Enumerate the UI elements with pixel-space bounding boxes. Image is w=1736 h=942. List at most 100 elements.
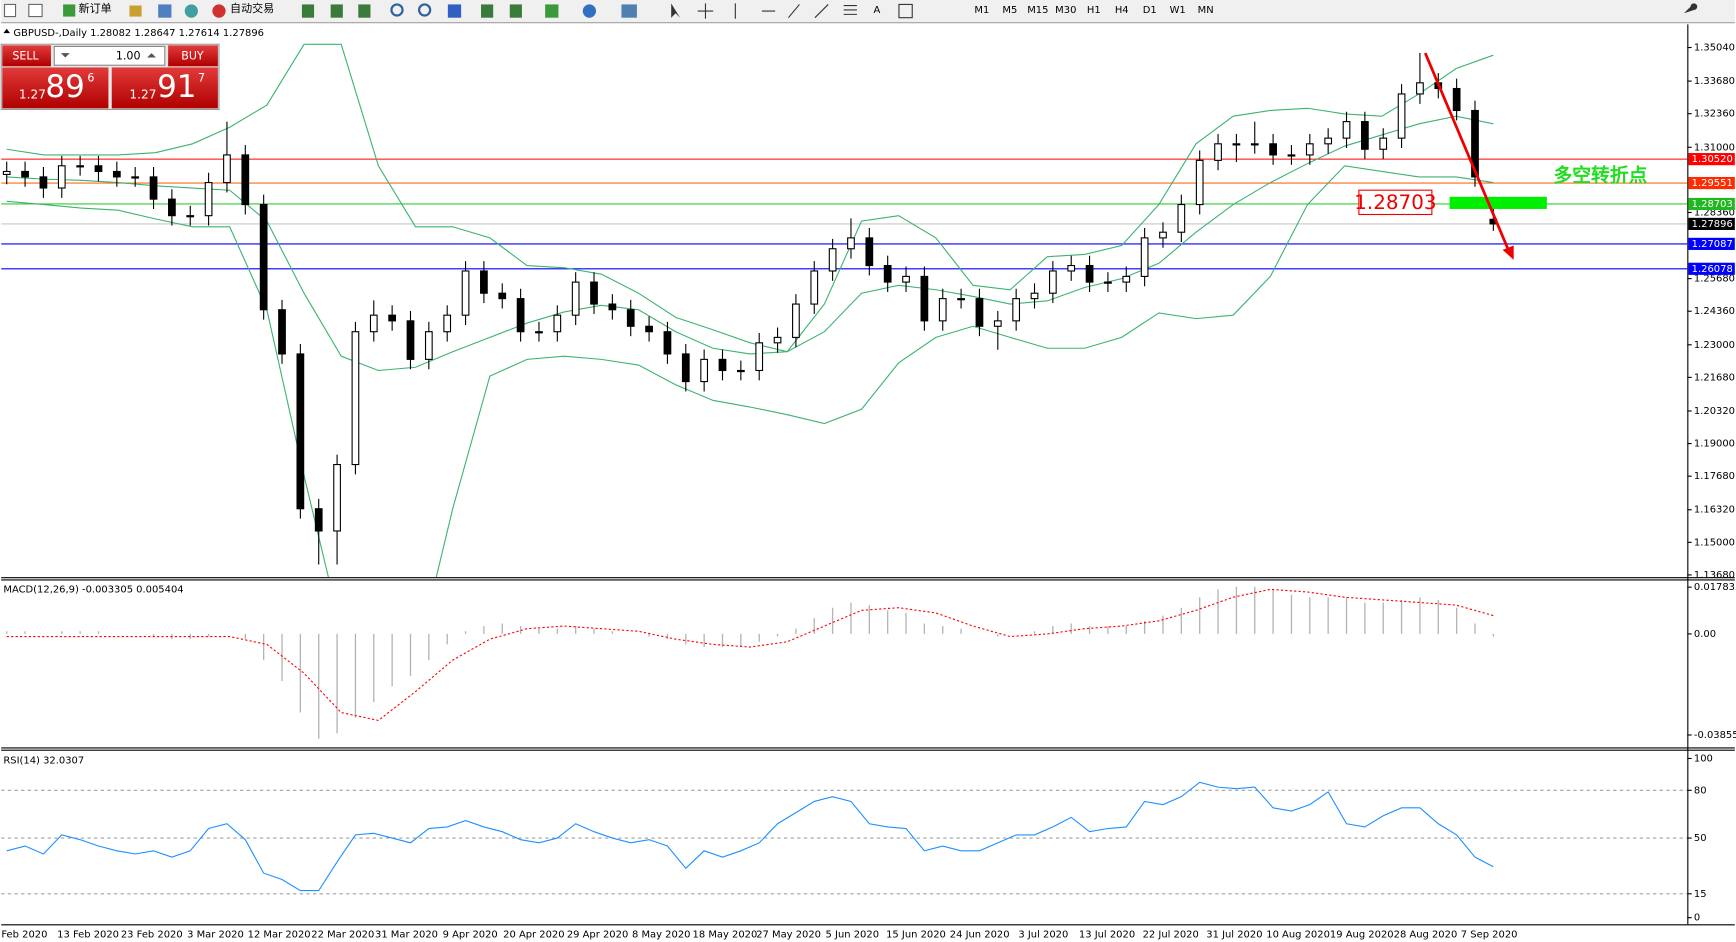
x-tick-label: 9 Apr 2020 [443,929,498,940]
candle-body [314,508,323,532]
candle-body [351,331,360,466]
timeframe-button[interactable]: M30 [1055,5,1076,16]
lot-value[interactable]: 1.00 [116,49,141,62]
candle-body [792,303,800,338]
candle-body [112,170,121,178]
candle-body [975,298,984,327]
candle-body [938,298,947,322]
candle-body [1287,154,1296,157]
y-tick-label: 1.21680 [1694,372,1735,383]
candle-body [296,353,305,510]
y-tick-label: 1.13680 [1694,570,1735,581]
price-level-tag [1688,262,1735,275]
price-level-tag [1688,153,1735,166]
candle-body [773,336,782,344]
text-tool[interactable]: A [874,5,881,16]
auto-trading-button[interactable]: 自动交易 [230,1,274,15]
y-tick-label: 1.35040 [1694,43,1735,54]
price-level-label: 1.27896 [1692,219,1733,230]
timeframe-bar: M1 M5 M15 M30 H1 H4 D1 W1 MN [974,5,1213,16]
x-tick-label: 23 Feb 2020 [121,929,183,940]
buy-label[interactable]: BUY [181,49,204,62]
timeframe-button[interactable]: W1 [1170,5,1186,16]
x-tick-label: Feb 2020 [1,929,47,940]
candle-body [736,369,745,373]
candle-body [920,275,929,322]
trade-panel: SELL 1.00 BUY 1.27 89 6 1.27 91 7 [0,43,220,111]
x-tick-label: 15 Jun 2020 [886,929,946,940]
y-tick-label: 0.017833 [1694,582,1736,593]
timeframe-button[interactable]: H4 [1115,5,1129,16]
bollinger-lower [6,165,1494,578]
candle-body [1342,121,1351,139]
candle-body [1159,231,1167,239]
candle-body [333,463,341,532]
new-order-button[interactable]: 新订单 [79,1,112,15]
candle-body [21,170,29,178]
timeframe-button[interactable]: H1 [1087,5,1101,16]
x-tick-label: 19 Aug 2020 [1330,929,1394,940]
x-tick-label: 7 Sep 2020 [1461,929,1518,940]
buy-price-prefix: 1.27 [129,88,156,102]
sell-price-box[interactable] [2,67,109,109]
y-tick-label: 50 [1694,833,1707,844]
buy-button[interactable] [168,45,218,67]
candle-body [1250,143,1259,146]
sell-price-prefix: 1.27 [19,88,46,102]
sell-label[interactable]: SELL [12,49,39,62]
timeframe-button[interactable]: M1 [974,5,989,16]
rsi-line [6,781,1494,892]
y-tick-label: 1.24360 [1694,306,1735,317]
x-tick-label: 31 Mar 2020 [375,929,438,940]
candle-body [168,198,176,217]
timeframe-button[interactable]: M15 [1027,5,1048,16]
candle-body [278,309,286,355]
lot-field[interactable] [53,45,166,66]
candle-body [424,331,433,360]
candle-body [553,314,562,333]
macd-signal [6,588,1494,722]
candle-body [590,281,598,305]
axes: 1.35040 1.33680 1.32360 1.31000 1.28360 1.256… [1,43,1736,941]
candle-body [1452,87,1461,112]
candle-body [1104,281,1112,284]
toolbar-icons [3,3,1698,19]
candle-body [2,170,11,175]
y-tick-label: 1.20320 [1694,406,1735,417]
buy-price-box[interactable] [111,67,218,109]
candle-body [1416,82,1424,95]
chart-title-marker [3,28,11,34]
candle-body [1012,298,1021,322]
candle-body [223,154,231,184]
rsi-title: RSI(14) 32.0307 [3,756,84,767]
timeframe-button[interactable]: M5 [1002,5,1017,16]
candle-body [865,237,874,267]
y-tick-label: 1.31000 [1694,142,1735,153]
rsi-panel [1,781,1688,895]
price-level-label: 1.29551 [1692,178,1733,189]
candle-body [76,165,84,168]
sell-button[interactable] [2,45,51,67]
candle-body [1232,143,1241,146]
timeframe-button[interactable]: D1 [1143,5,1157,16]
candle-body [1177,204,1186,233]
candle-body [571,281,580,316]
timeframe-button[interactable]: MN [1198,5,1214,16]
candle-body [1214,143,1222,161]
x-tick-label: 27 May 2020 [756,929,821,940]
candle-body [1361,121,1369,150]
candle-body [498,292,507,300]
candle-body [828,248,837,272]
candle-body [1140,237,1149,277]
candle-body [57,165,66,189]
candle-body [259,204,268,311]
turning-point-note: 多空转折点 [1553,163,1647,186]
candle-body [1067,264,1076,272]
candle-body [186,215,195,218]
buy-price-suffix: 7 [198,71,205,84]
annotations: 1.28703 多空转折点 [1354,52,1648,260]
candle-body [1471,109,1479,178]
